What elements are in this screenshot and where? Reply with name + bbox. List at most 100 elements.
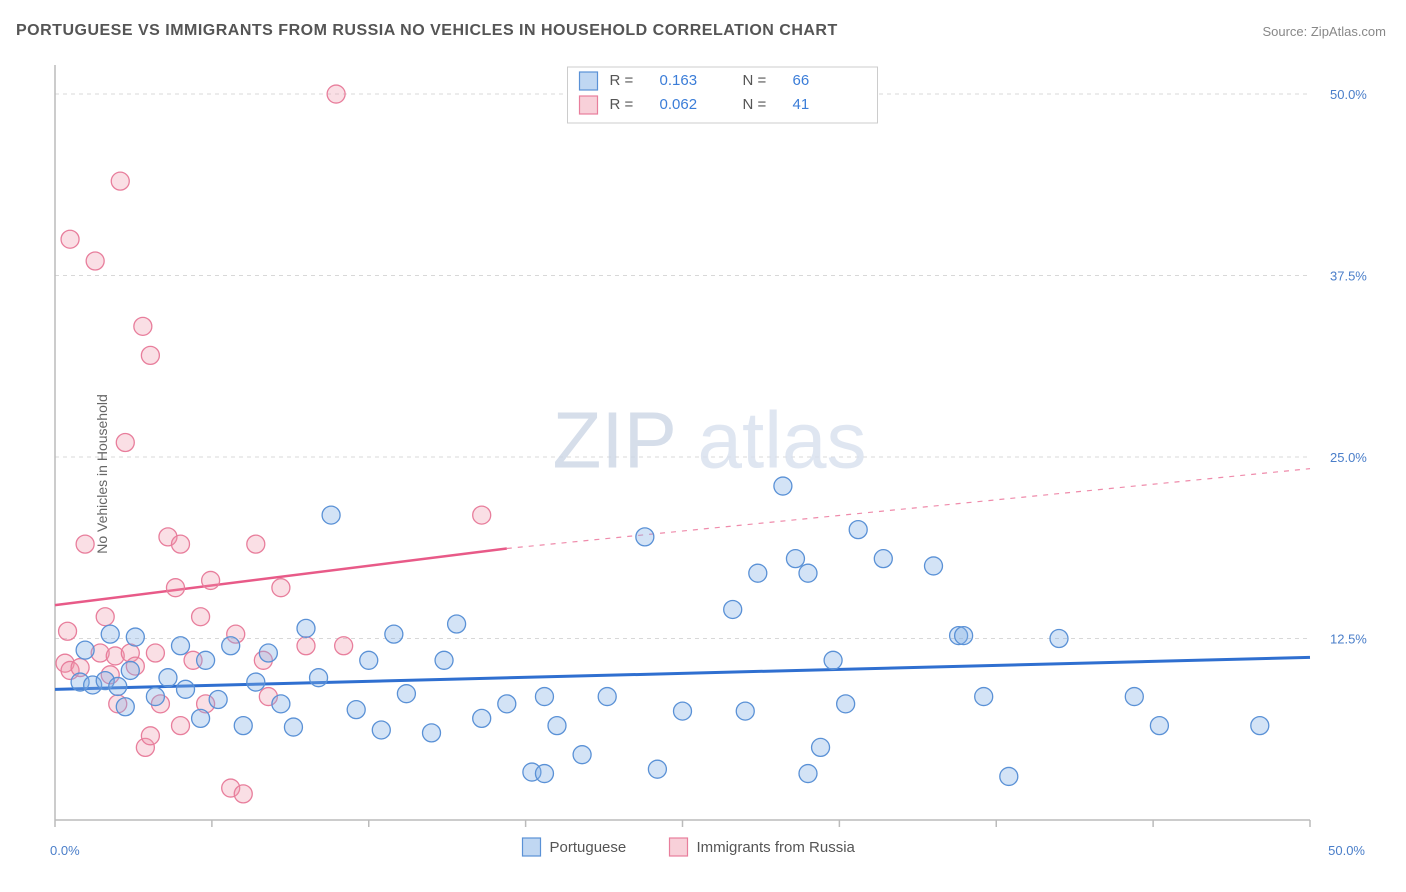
data-point-blue	[799, 564, 817, 582]
legend-swatch	[523, 838, 541, 856]
data-point-blue	[955, 627, 973, 645]
data-point-blue	[674, 702, 692, 720]
data-point-blue	[573, 746, 591, 764]
legend-label: Portuguese	[550, 839, 627, 856]
data-point-pink	[247, 535, 265, 553]
source-attribution: Source: ZipAtlas.com	[1262, 24, 1386, 39]
data-point-blue	[774, 477, 792, 495]
legend-label: Immigrants from Russia	[697, 839, 856, 856]
scatter-chart: 12.5% 25.0% 37.5% 50.0% ZIPatlas 0.0% 50.0% R =…	[0, 55, 1406, 892]
data-point-blue	[498, 695, 516, 713]
data-point-blue	[272, 695, 290, 713]
watermark: atlas	[698, 396, 867, 485]
data-point-pink	[172, 535, 190, 553]
data-point-pink	[172, 717, 190, 735]
data-point-blue	[975, 688, 993, 706]
data-point-blue	[874, 550, 892, 568]
data-point-blue	[192, 709, 210, 727]
data-point-blue	[146, 688, 164, 706]
data-point-blue	[372, 721, 390, 739]
data-point-blue	[435, 651, 453, 669]
data-point-blue	[925, 557, 943, 575]
stats-swatch	[580, 72, 598, 90]
x-min-label: 0.0%	[50, 843, 80, 858]
data-point-pink	[327, 85, 345, 103]
data-point-blue	[109, 677, 127, 695]
y-tick-label: 12.5%	[1330, 632, 1367, 647]
data-point-blue	[177, 680, 195, 698]
data-point-blue	[385, 625, 403, 643]
data-point-blue	[535, 765, 553, 783]
stats-swatch	[580, 96, 598, 114]
data-point-pink	[111, 172, 129, 190]
legend-swatch	[670, 838, 688, 856]
data-point-blue	[121, 661, 139, 679]
y-tick-label: 37.5%	[1330, 269, 1367, 284]
data-point-blue	[116, 698, 134, 716]
data-point-blue	[347, 701, 365, 719]
trend-line-blue	[55, 657, 1310, 689]
data-point-blue	[837, 695, 855, 713]
data-point-blue	[284, 718, 302, 736]
watermark: ZIP	[553, 396, 677, 485]
y-tick-label: 50.0%	[1330, 87, 1367, 102]
data-point-pink	[473, 506, 491, 524]
x-max-label: 50.0%	[1328, 843, 1365, 858]
data-point-blue	[247, 673, 265, 691]
data-point-blue	[812, 738, 830, 756]
data-point-pink	[141, 346, 159, 364]
data-point-blue	[548, 717, 566, 735]
chart-title: PORTUGUESE VS IMMIGRANTS FROM RUSSIA NO …	[16, 22, 838, 40]
data-point-blue	[1000, 767, 1018, 785]
data-point-blue	[197, 651, 215, 669]
data-point-pink	[116, 434, 134, 452]
data-point-pink	[76, 535, 94, 553]
data-point-blue	[535, 688, 553, 706]
data-point-pink	[134, 317, 152, 335]
stats-n-label: N =	[743, 96, 767, 113]
data-point-blue	[360, 651, 378, 669]
data-point-blue	[297, 619, 315, 637]
data-point-pink	[297, 637, 315, 655]
stats-r-value: 0.163	[660, 72, 698, 89]
stats-r-value: 0.062	[660, 96, 698, 113]
data-point-blue	[423, 724, 441, 742]
data-point-pink	[335, 637, 353, 655]
stats-r-label: R =	[610, 96, 634, 113]
data-point-blue	[172, 637, 190, 655]
data-point-pink	[234, 785, 252, 803]
data-point-pink	[86, 252, 104, 270]
data-point-pink	[141, 727, 159, 745]
chart-container: No Vehicles in Household 12.5% 25.0% 37.5%…	[0, 55, 1406, 892]
data-point-blue	[849, 521, 867, 539]
data-point-pink	[61, 230, 79, 248]
data-point-blue	[786, 550, 804, 568]
data-point-blue	[101, 625, 119, 643]
data-point-blue	[222, 637, 240, 655]
y-axis-label: No Vehicles in Household	[94, 394, 110, 554]
data-point-blue	[126, 628, 144, 646]
data-point-blue	[234, 717, 252, 735]
data-point-blue	[1125, 688, 1143, 706]
data-point-blue	[159, 669, 177, 687]
data-point-pink	[96, 608, 114, 626]
source-label: Source:	[1262, 24, 1310, 39]
data-point-pink	[146, 644, 164, 662]
data-point-blue	[448, 615, 466, 633]
data-point-blue	[259, 644, 277, 662]
data-point-pink	[272, 579, 290, 597]
data-point-pink	[166, 579, 184, 597]
data-point-blue	[1251, 717, 1269, 735]
data-point-blue	[736, 702, 754, 720]
data-point-pink	[59, 622, 77, 640]
y-tick-label: 25.0%	[1330, 450, 1367, 465]
data-point-blue	[648, 760, 666, 778]
data-point-blue	[209, 690, 227, 708]
data-point-blue	[322, 506, 340, 524]
data-point-blue	[397, 685, 415, 703]
data-point-blue	[749, 564, 767, 582]
data-point-blue	[1050, 630, 1068, 648]
data-point-blue	[76, 641, 94, 659]
data-point-blue	[598, 688, 616, 706]
data-point-blue	[799, 765, 817, 783]
